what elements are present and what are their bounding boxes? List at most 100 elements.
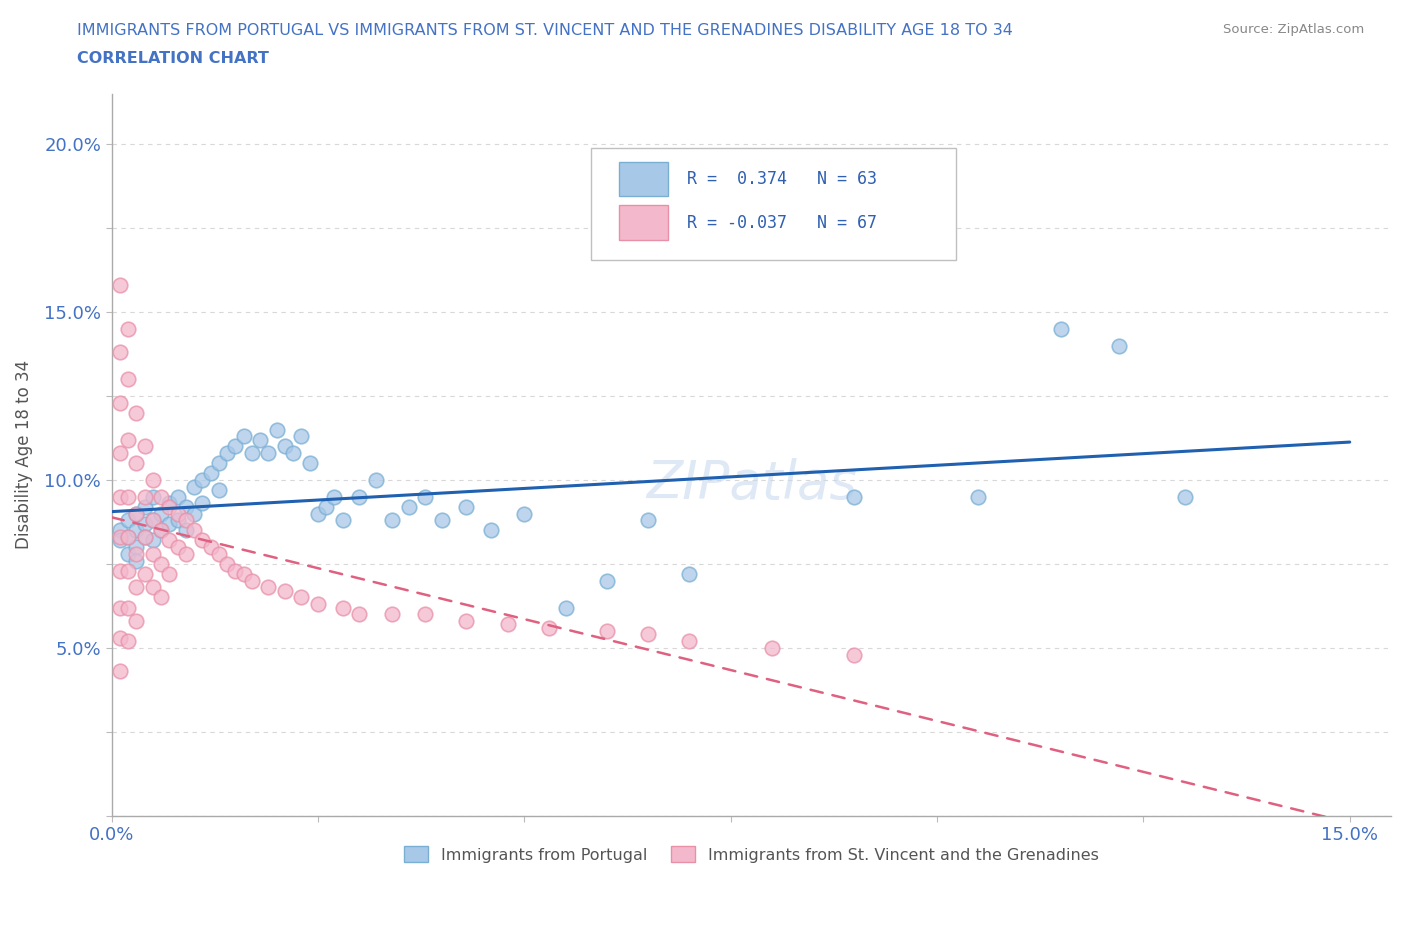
Point <box>298 456 321 471</box>
Point <box>125 614 148 629</box>
Point <box>537 620 560 635</box>
Point <box>479 523 502 538</box>
Point <box>224 439 246 454</box>
Point <box>315 499 337 514</box>
Point <box>108 631 131 645</box>
Point <box>274 583 297 598</box>
Point <box>125 553 148 568</box>
Point <box>125 539 148 554</box>
Point <box>150 506 173 521</box>
Point <box>108 278 131 293</box>
Point <box>513 506 536 521</box>
Point <box>249 432 271 447</box>
Point <box>174 499 197 514</box>
Text: R = -0.037   N = 67: R = -0.037 N = 67 <box>688 214 877 232</box>
Point <box>150 523 173 538</box>
Point <box>108 529 131 544</box>
Point <box>208 456 231 471</box>
Point <box>125 523 148 538</box>
Point <box>117 512 139 527</box>
Point <box>637 627 659 642</box>
Point <box>1174 489 1197 504</box>
Legend: Immigrants from Portugal, Immigrants from St. Vincent and the Grenadines: Immigrants from Portugal, Immigrants fro… <box>398 840 1105 869</box>
Point <box>142 533 165 548</box>
Point <box>307 506 329 521</box>
Point <box>217 556 239 571</box>
Point <box>108 600 131 615</box>
Point <box>157 533 180 548</box>
Point <box>381 606 404 621</box>
Point <box>257 580 280 595</box>
Point <box>240 573 263 588</box>
Point <box>142 489 165 504</box>
Point <box>240 445 263 460</box>
Point <box>117 372 139 387</box>
Point <box>200 539 222 554</box>
Point <box>150 523 173 538</box>
Point <box>183 523 205 538</box>
Point <box>157 496 180 511</box>
Point <box>232 429 254 444</box>
Point <box>134 499 156 514</box>
Point <box>678 566 700 581</box>
Point <box>332 512 354 527</box>
Point <box>157 499 180 514</box>
Text: ZIPatlas: ZIPatlas <box>645 458 856 510</box>
Point <box>108 533 131 548</box>
Point <box>134 489 156 504</box>
Point <box>281 445 304 460</box>
Point <box>117 322 139 337</box>
Point <box>307 597 329 612</box>
Text: R =  0.374   N = 63: R = 0.374 N = 63 <box>688 170 877 188</box>
Point <box>191 496 214 511</box>
Point <box>456 614 478 629</box>
Point <box>117 633 139 648</box>
Point <box>1049 322 1071 337</box>
Point <box>332 600 354 615</box>
Point <box>208 483 231 498</box>
Point <box>125 547 148 562</box>
Point <box>108 395 131 410</box>
Point <box>166 512 188 527</box>
Point <box>174 547 197 562</box>
Point <box>761 641 783 656</box>
Point <box>637 512 659 527</box>
Point <box>183 506 205 521</box>
FancyBboxPatch shape <box>620 162 668 196</box>
Point <box>166 489 188 504</box>
Point <box>844 647 866 662</box>
Point <box>134 529 156 544</box>
Point <box>134 566 156 581</box>
Point <box>413 606 436 621</box>
Point <box>200 466 222 481</box>
Text: IMMIGRANTS FROM PORTUGAL VS IMMIGRANTS FROM ST. VINCENT AND THE GRENADINES DISAB: IMMIGRANTS FROM PORTUGAL VS IMMIGRANTS F… <box>77 23 1014 38</box>
Point <box>274 439 297 454</box>
Point <box>191 533 214 548</box>
Point <box>166 506 188 521</box>
Point <box>117 489 139 504</box>
Point <box>183 479 205 494</box>
Point <box>117 529 139 544</box>
FancyBboxPatch shape <box>592 148 956 260</box>
Point <box>108 345 131 360</box>
Point <box>347 606 370 621</box>
Point <box>290 429 312 444</box>
Point <box>191 472 214 487</box>
Y-axis label: Disability Age 18 to 34: Disability Age 18 to 34 <box>15 360 32 550</box>
Text: Source: ZipAtlas.com: Source: ZipAtlas.com <box>1223 23 1364 36</box>
Point <box>413 489 436 504</box>
Point <box>150 556 173 571</box>
Point <box>108 664 131 679</box>
Point <box>157 516 180 531</box>
Point <box>347 489 370 504</box>
Point <box>596 624 619 639</box>
Point <box>150 489 173 504</box>
Point <box>290 590 312 604</box>
Point <box>232 566 254 581</box>
Point <box>108 523 131 538</box>
Point <box>150 590 173 604</box>
Point <box>596 573 619 588</box>
Text: CORRELATION CHART: CORRELATION CHART <box>77 51 269 66</box>
Point <box>142 512 165 527</box>
Point <box>117 432 139 447</box>
